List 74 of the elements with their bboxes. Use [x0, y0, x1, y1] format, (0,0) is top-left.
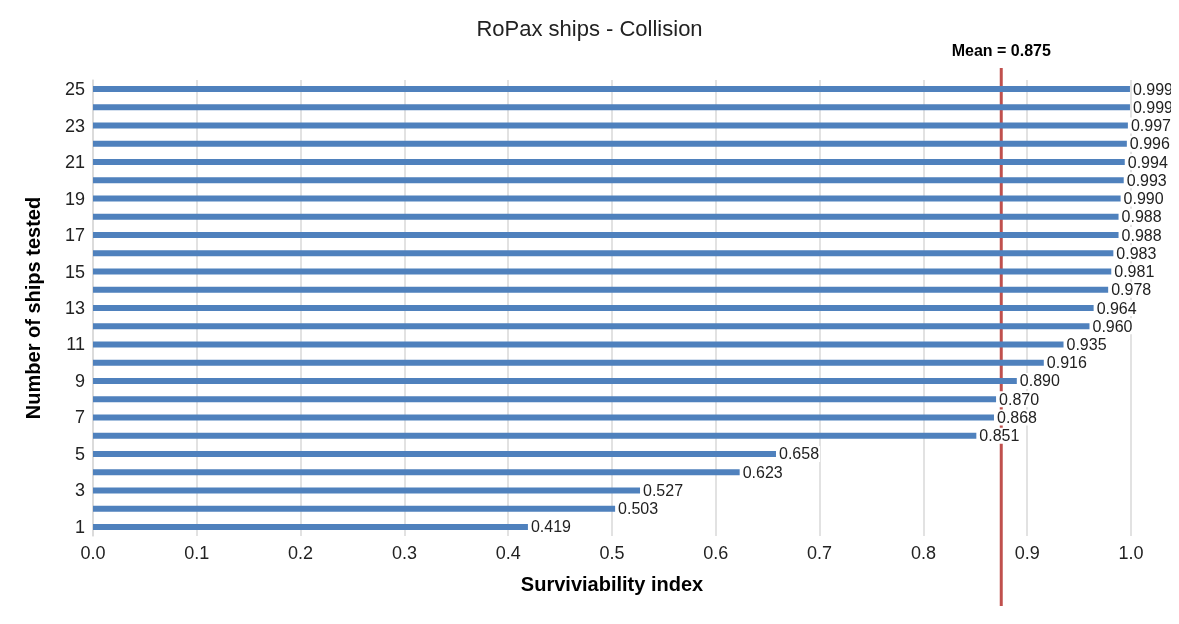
x-tick-label: 0.4 [495, 543, 521, 563]
y-tick-label: 21 [64, 152, 85, 173]
bar [93, 414, 994, 421]
bar [93, 377, 1017, 384]
chart-title: RoPax ships - Collision [476, 15, 703, 41]
x-tick-label: 0.3 [391, 543, 417, 563]
bar [93, 159, 1125, 166]
bar [93, 86, 1130, 93]
data-label: 0.964 [1096, 299, 1137, 317]
x-axis-title: Surviviability index [520, 573, 704, 595]
y-tick-label: 23 [64, 115, 85, 136]
data-label: 0.983 [1116, 244, 1157, 262]
x-tick-label: 0.5 [599, 543, 625, 563]
data-label: 0.988 [1121, 226, 1162, 244]
data-label: 0.960 [1092, 317, 1133, 335]
bar [93, 505, 616, 512]
data-label: 0.503 [618, 500, 659, 518]
bar [93, 195, 1121, 202]
x-tick-label: 0.8 [910, 543, 936, 563]
x-tick-label: 0.1 [184, 543, 210, 563]
data-label: 0.978 [1111, 281, 1152, 299]
bar [93, 323, 1090, 330]
data-label: 0.890 [1019, 372, 1060, 390]
y-tick-label: 19 [64, 188, 85, 209]
bar [93, 487, 641, 494]
y-tick-label: 9 [74, 370, 85, 391]
data-label: 0.623 [742, 463, 783, 481]
x-tick-label: 0.9 [1014, 543, 1040, 563]
y-tick-label: 11 [66, 334, 85, 355]
y-tick-label: 7 [74, 407, 85, 428]
data-label: 0.996 [1129, 135, 1170, 153]
data-label: 0.868 [996, 408, 1038, 426]
y-axis-title: Number of ships tested [22, 196, 44, 420]
data-label: 0.990 [1123, 190, 1164, 208]
bar [93, 286, 1109, 293]
y-tick-label: 25 [64, 79, 85, 100]
data-label: 0.935 [1066, 335, 1107, 353]
bar [93, 341, 1064, 348]
data-label: 0.851 [979, 427, 1020, 445]
bar [93, 450, 776, 457]
bar [93, 305, 1094, 311]
data-label: 0.981 [1114, 263, 1155, 281]
data-label: 0.994 [1127, 153, 1168, 171]
bar [93, 213, 1119, 220]
y-tick-label: 15 [64, 261, 85, 282]
data-label: 0.916 [1046, 354, 1087, 372]
y-tick-label: 17 [64, 225, 85, 246]
x-tick-label: 0.6 [703, 543, 729, 563]
bar [93, 432, 977, 439]
x-tick-label: 0.2 [288, 543, 314, 563]
bar [93, 250, 1114, 257]
y-tick-label: 5 [74, 443, 85, 464]
x-tick-label: 1.0 [1118, 543, 1144, 563]
data-label: 0.658 [779, 445, 820, 463]
data-label: 0.527 [643, 481, 684, 499]
bar [93, 268, 1112, 275]
data-label: 0.988 [1121, 208, 1162, 226]
data-label: 0.993 [1126, 171, 1167, 189]
data-label: 0.870 [999, 390, 1040, 408]
bar [93, 232, 1119, 239]
x-tick-label: 0.0 [80, 543, 106, 563]
y-tick-label: 3 [74, 480, 85, 501]
y-tick-label: 1 [74, 516, 85, 537]
bar [93, 104, 1130, 111]
bar [93, 359, 1044, 366]
y-tick-label: 13 [64, 298, 85, 318]
data-label: 0.419 [530, 518, 572, 536]
bar [93, 523, 528, 530]
ref-line-label: Mean = 0.875 [951, 41, 1051, 59]
x-tick-label: 0.7 [807, 543, 833, 563]
data-label: 0.997 [1130, 117, 1172, 135]
bar [93, 177, 1124, 184]
bar [93, 140, 1127, 147]
bar [93, 469, 740, 476]
